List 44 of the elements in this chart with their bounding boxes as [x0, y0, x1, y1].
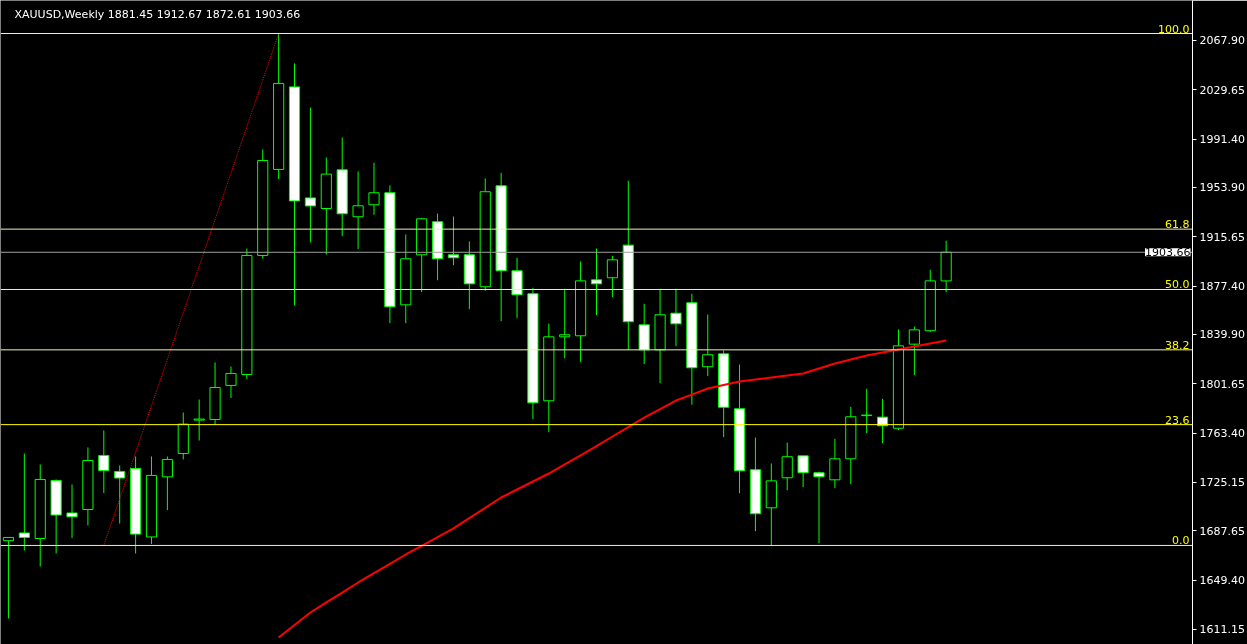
candlestick — [98, 429, 110, 494]
candlestick — [114, 465, 126, 525]
annotation: 50.0 — [1165, 278, 1190, 292]
candlestick — [590, 247, 603, 316]
candlestick — [304, 107, 317, 243]
candlestick — [559, 288, 571, 359]
y-tick-label: 1915.65 — [1199, 230, 1245, 244]
candlestick — [368, 162, 380, 216]
candlestick — [813, 471, 825, 544]
y-tick-label: 1611.15 — [1199, 623, 1245, 637]
candlestick — [225, 365, 237, 399]
candlestick — [606, 255, 618, 298]
candlestick — [781, 442, 793, 491]
annotation: 23.6 — [1165, 413, 1190, 427]
candlestick — [829, 438, 841, 489]
text: XAUUSD,Weekly 1881.45 1912.67 1872.61 1903.66 — [14, 8, 301, 21]
candlestick — [161, 455, 173, 511]
annotation: 38.2 — [1165, 338, 1190, 352]
y-tick-label: 1877.40 — [1199, 280, 1245, 294]
candlestick — [908, 326, 920, 376]
candlestick — [797, 455, 809, 488]
ref-line-label: 1903.66 — [1145, 246, 1191, 260]
candlestick — [861, 388, 873, 434]
candlestick — [670, 288, 682, 347]
candlestick — [18, 453, 30, 551]
annotation: 0.0 — [1172, 534, 1190, 548]
candlestick — [352, 170, 364, 250]
y-tick-label: 1725.15 — [1199, 476, 1245, 490]
candlestick — [447, 216, 460, 266]
candlestick — [702, 314, 714, 377]
candlestick — [193, 398, 205, 441]
candlestick — [66, 483, 78, 539]
y-tick-label: 1953.90 — [1199, 181, 1245, 195]
y-tick-label: 1687.65 — [1199, 524, 1245, 538]
y-tick-label: 2029.65 — [1199, 83, 1245, 97]
y-tick-label: 1991.40 — [1199, 133, 1245, 147]
annotation: 61.8 — [1165, 218, 1190, 232]
candlestick — [511, 257, 523, 319]
y-tick-label: 1763.40 — [1199, 427, 1245, 441]
y-tick-label: 2067.90 — [1199, 34, 1245, 48]
y-tick-label: 1801.65 — [1199, 377, 1245, 391]
annotation: 100.0 — [1158, 22, 1190, 36]
y-tick-label: 1839.90 — [1199, 328, 1245, 342]
y-tick-label: 1649.40 — [1199, 574, 1245, 588]
